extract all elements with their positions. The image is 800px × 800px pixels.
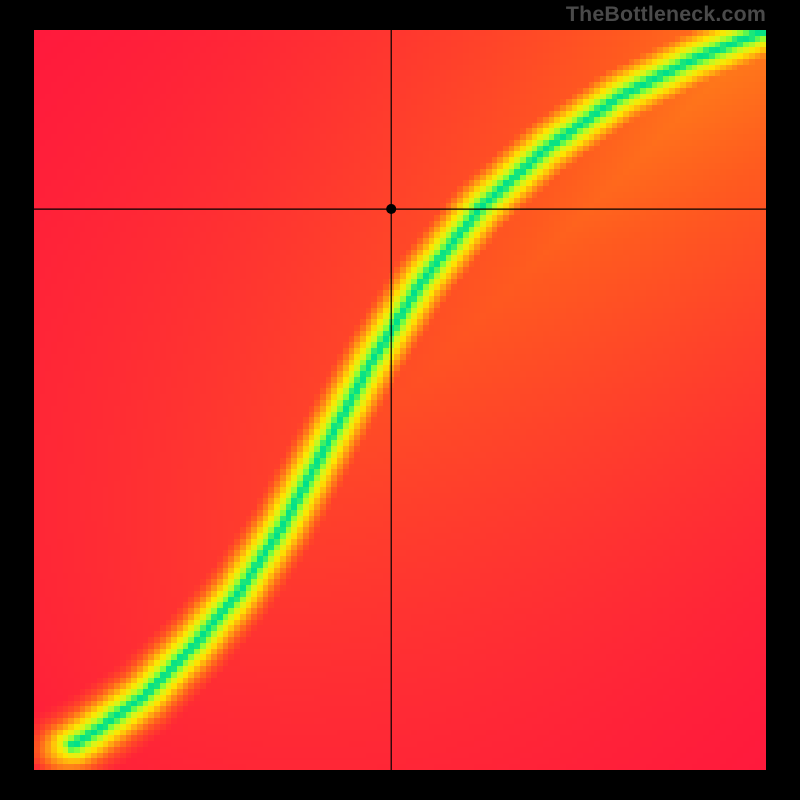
chart-frame: TheBottleneck.com xyxy=(0,0,800,800)
bottleneck-heatmap xyxy=(34,30,766,770)
attribution-watermark: TheBottleneck.com xyxy=(566,2,766,27)
